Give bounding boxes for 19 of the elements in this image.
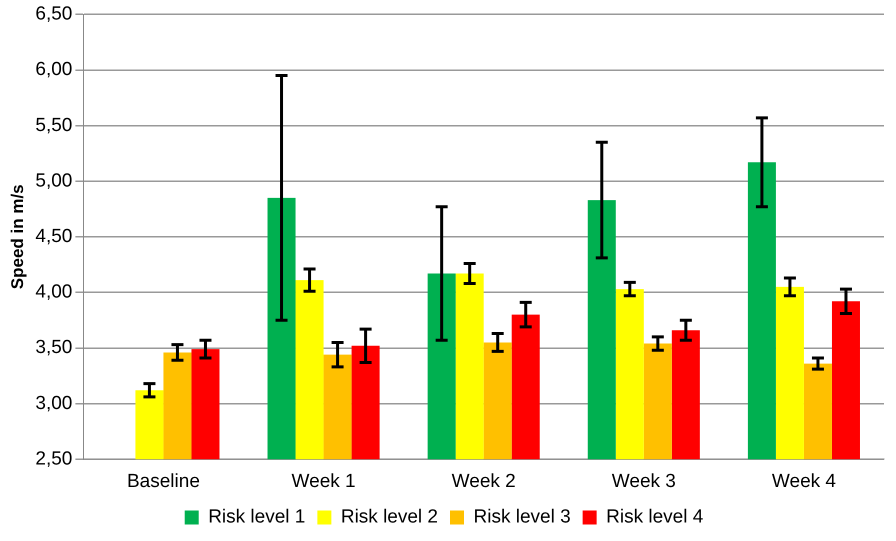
y-tick-label: 4,50: [35, 226, 72, 248]
x-tick-label: Week 1: [292, 470, 356, 492]
x-tick-label: Week 2: [452, 470, 516, 492]
legend-label: Risk level 4: [606, 506, 704, 528]
x-tick-label: Baseline: [126, 470, 200, 492]
y-axis-title: Speed in m/s: [8, 184, 27, 290]
y-tick-label: 5,50: [35, 114, 72, 136]
legend-label: Risk level 1: [208, 506, 306, 528]
y-tick-label: 5,00: [35, 170, 72, 192]
y-tick-label: 2,50: [35, 448, 72, 470]
y-tick-label: 6,50: [35, 4, 72, 25]
legend-label: Risk level 3: [474, 506, 571, 528]
x-tick-label: Week 3: [612, 470, 676, 492]
y-tick-label: 4,00: [35, 282, 72, 303]
y-tick-label: 3,50: [35, 337, 72, 358]
y-tick-label: 6,00: [35, 59, 72, 80]
x-tick-label: Week 4: [772, 470, 836, 492]
y-tick-label: 3,00: [35, 392, 72, 414]
legend-label: Risk level 2: [340, 506, 438, 528]
